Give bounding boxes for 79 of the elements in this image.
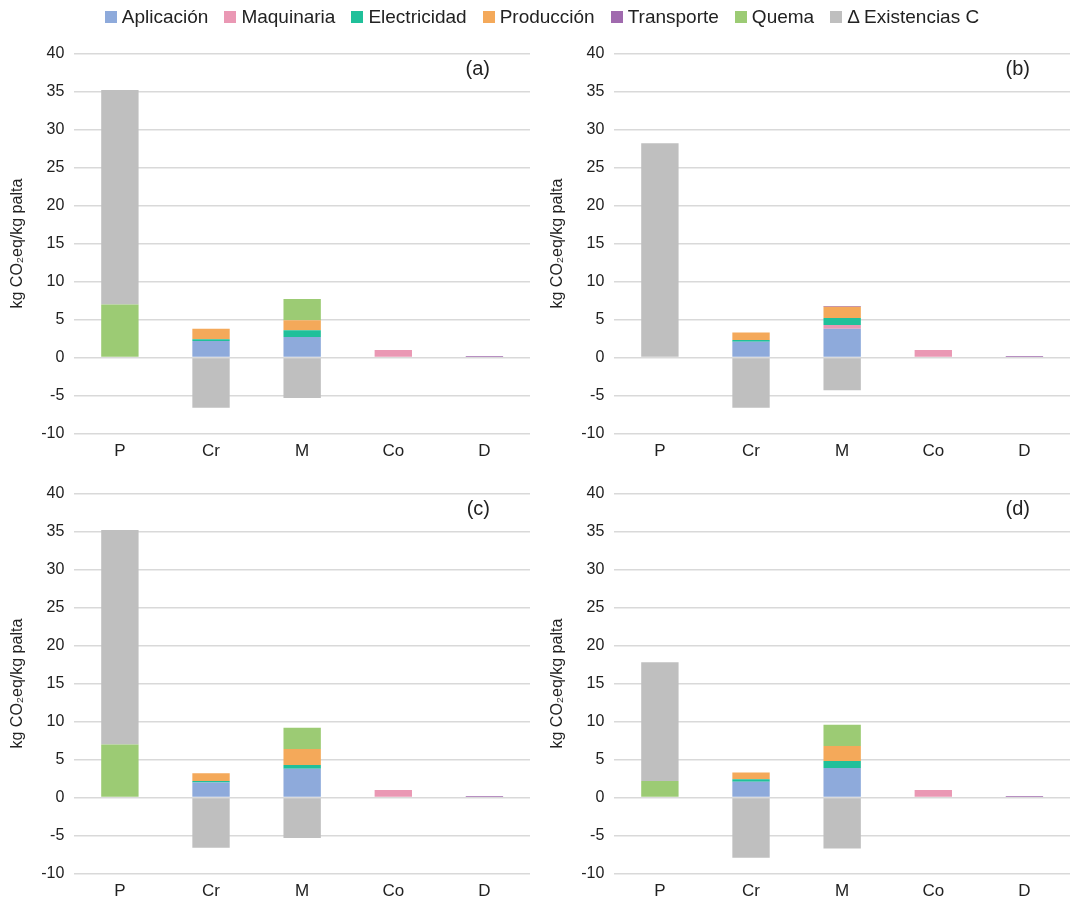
- y-tick-label: 0: [595, 788, 605, 806]
- y-tick-label: -10: [41, 864, 65, 882]
- y-axis-title: kg CO₂eq/kg palta: [8, 178, 26, 309]
- y-tick-label: 20: [46, 196, 65, 214]
- y-tick-label: 10: [46, 712, 65, 730]
- y-tick-label: 5: [55, 310, 65, 328]
- annotation: (a): [465, 57, 490, 80]
- y-tick-label: 20: [586, 196, 605, 214]
- x-tick-label: Co: [922, 881, 945, 901]
- x-tick-label: P: [654, 881, 666, 901]
- legend-label: Transporte: [626, 6, 719, 28]
- y-tick-label: 40: [46, 484, 65, 502]
- y-tick-label: 5: [595, 750, 605, 768]
- legend-label: Producción: [498, 6, 595, 28]
- x-tick-label: Cr: [742, 881, 761, 901]
- x-tick-label: M: [295, 441, 310, 461]
- y-tick-label: 20: [586, 636, 605, 654]
- y-tick-label: -10: [41, 424, 65, 442]
- x-tick-label: D: [478, 881, 491, 901]
- y-tick-label: 35: [586, 522, 605, 540]
- y-tick-label: 0: [55, 348, 65, 366]
- y-axis-title: kg CO₂eq/kg palta: [548, 618, 566, 749]
- x-tick-label: Co: [922, 441, 945, 461]
- y-tick-label: -5: [590, 386, 605, 404]
- legend-label: Maquinaria: [240, 6, 336, 28]
- y-tick-label: 35: [46, 82, 65, 100]
- y-tick-label: 0: [595, 348, 605, 366]
- x-tick-label: M: [835, 441, 850, 461]
- x-tick-label: M: [295, 881, 310, 901]
- y-tick-label: -10: [581, 424, 605, 442]
- x-tick-label: Cr: [202, 881, 221, 901]
- y-tick-label: 25: [46, 158, 65, 176]
- y-tick-label: 40: [46, 44, 65, 62]
- x-tick-label: P: [114, 441, 126, 461]
- legend-label: Δ Existencias C: [846, 6, 980, 28]
- y-tick-label: 5: [595, 310, 605, 328]
- x-tick-label: D: [478, 441, 491, 461]
- y-tick-label: 25: [46, 598, 65, 616]
- y-axis-title: kg CO₂eq/kg palta: [548, 178, 566, 309]
- y-tick-label: -5: [590, 826, 605, 844]
- y-tick-label: 30: [586, 120, 605, 138]
- legend-label: Electricidad: [367, 6, 467, 28]
- y-axis-title: kg CO₂eq/kg palta: [8, 618, 26, 749]
- x-tick-label: Cr: [202, 441, 221, 461]
- y-tick-label: -5: [50, 826, 65, 844]
- y-tick-label: 35: [46, 522, 65, 540]
- y-tick-label: 40: [586, 44, 605, 62]
- annotation: (b): [1005, 57, 1030, 80]
- x-tick-label: Cr: [742, 441, 761, 461]
- x-tick-label: P: [114, 881, 126, 901]
- y-tick-label: 0: [55, 788, 65, 806]
- x-tick-label: P: [654, 441, 666, 461]
- y-tick-label: 10: [586, 272, 605, 290]
- y-tick-label: 15: [46, 234, 65, 252]
- y-tick-label: 30: [46, 120, 65, 138]
- y-tick-label: 40: [586, 484, 605, 502]
- annotation: (c): [466, 497, 490, 520]
- x-tick-label: M: [835, 881, 850, 901]
- annotation: (d): [1005, 497, 1030, 520]
- legend-label: Quema: [750, 6, 815, 28]
- y-tick-label: -5: [50, 386, 65, 404]
- y-tick-label: 10: [586, 712, 605, 730]
- x-tick-label: Co: [382, 441, 405, 461]
- y-tick-label: 25: [586, 158, 605, 176]
- y-tick-label: 25: [586, 598, 605, 616]
- y-tick-label: 20: [46, 636, 65, 654]
- y-tick-label: 35: [586, 82, 605, 100]
- y-tick-label: 15: [46, 674, 65, 692]
- y-tick-label: 5: [55, 750, 65, 768]
- y-tick-label: 10: [46, 272, 65, 290]
- x-tick-label: D: [1018, 881, 1031, 901]
- y-tick-label: 30: [46, 560, 65, 578]
- y-tick-label: 15: [586, 234, 605, 252]
- y-tick-label: 30: [586, 560, 605, 578]
- legend-label: Aplicación: [120, 6, 209, 28]
- y-tick-label: -10: [581, 864, 605, 882]
- y-tick-label: 15: [586, 674, 605, 692]
- x-tick-label: D: [1018, 441, 1031, 461]
- x-tick-label: Co: [382, 881, 405, 901]
